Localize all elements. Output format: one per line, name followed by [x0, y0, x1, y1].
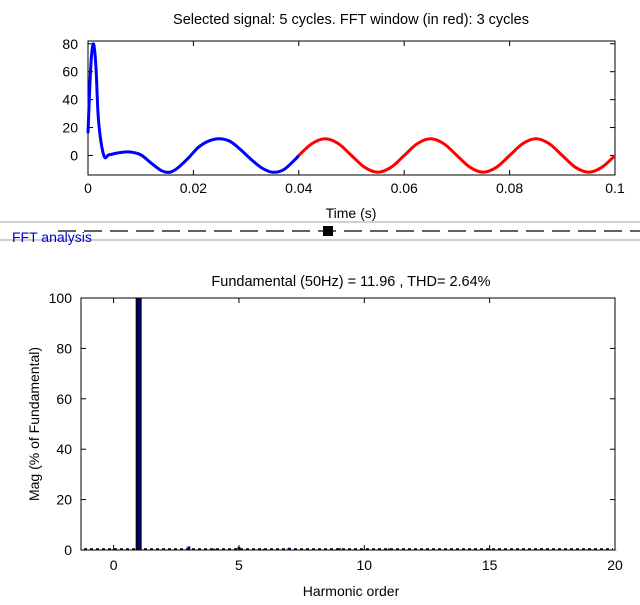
signal-plot-area: 0 20 40 60 80 0 0.02 0.04 0.06 0.08 0.1 [62, 36, 625, 196]
harmonic-bar-20 [613, 549, 617, 551]
spectrum-x-tick-label: 5 [235, 557, 243, 573]
fft-window-series-red [297, 137, 617, 174]
fft-panel-divider[interactable] [0, 221, 640, 241]
signal-x-tick-label: 0.08 [496, 180, 523, 196]
harmonic-bar-1 [135, 297, 142, 551]
harmonic-bar-17 [538, 549, 542, 550]
spectrum-x-tick-label: 20 [607, 557, 623, 573]
signal-plot-title: Selected signal: 5 cycles. FFT window (i… [173, 12, 529, 28]
signal-x-tick-label: 0.06 [391, 180, 418, 196]
fft-analysis-group-label: FFT analysis [12, 229, 92, 245]
harmonic-bar-19 [588, 549, 592, 550]
harmonic-bar-13 [438, 548, 442, 550]
harmonic-bar-6 [262, 548, 266, 550]
harmonic-bar-4 [212, 548, 216, 550]
spectrum-x-tick-label: 0 [110, 557, 118, 573]
spectrum-plot-title: Fundamental (50Hz) = 11.96 , THD= 2.64% [211, 274, 490, 290]
signal-x-tick-label: 0.04 [285, 180, 312, 196]
signal-x-tick-label: 0.02 [180, 180, 207, 196]
divider-drag-handle[interactable] [323, 226, 333, 236]
harmonic-bar-0 [112, 549, 116, 550]
signal-y-tick-label: 60 [62, 64, 78, 80]
spectrum-y-tick-label: 0 [64, 542, 72, 558]
signal-y-tick-label: 40 [62, 92, 78, 108]
spectrum-x-axis-label: Harmonic order [303, 583, 400, 599]
harmonic-bar-9 [337, 548, 341, 550]
spectrum-y-tick-label: 80 [56, 340, 72, 356]
harmonic-bar-7 [287, 547, 291, 550]
spectrum-y-tick-label: 60 [56, 391, 72, 407]
harmonic-bar-14 [463, 549, 467, 550]
spectrum-plot-frame [80, 297, 616, 551]
signal-x-axis-label: Time (s) [326, 205, 377, 221]
harmonic-bar-15 [488, 548, 492, 550]
harmonic-bar-11 [387, 548, 391, 550]
harmonic-bar-10 [362, 549, 366, 550]
signal-x-tick-label: 0 [84, 180, 92, 196]
harmonic-bar-18 [563, 549, 567, 551]
harmonic-bar-2 [162, 548, 166, 550]
harmonic-bar-16 [513, 549, 517, 550]
harmonic-bar-5 [237, 546, 241, 550]
spectrum-y-tick-label: 20 [56, 492, 72, 508]
harmonic-bar-3 [187, 546, 191, 550]
signal-y-tick-label: 0 [70, 147, 78, 163]
spectrum-x-tick-label: 15 [482, 557, 498, 573]
spectrum-plot-area: 0 20 40 60 80 100 0 5 10 15 20 [49, 290, 623, 573]
signal-y-tick-label: 80 [62, 36, 78, 52]
spectrum-y-tick-label: 100 [49, 290, 73, 306]
signal-plot-frame [87, 40, 616, 176]
spectrum-y-axis-label: Mag (% of Fundamental) [26, 347, 42, 501]
signal-x-tick-label: 0.1 [605, 180, 625, 196]
spectrum-y-tick-label: 40 [56, 441, 72, 457]
harmonic-bar-12 [412, 549, 416, 550]
spectrum-x-tick-label: 10 [357, 557, 373, 573]
harmonic-bar-8 [312, 549, 316, 550]
signal-series-blue [86, 42, 300, 174]
signal-y-tick-label: 20 [62, 120, 78, 136]
